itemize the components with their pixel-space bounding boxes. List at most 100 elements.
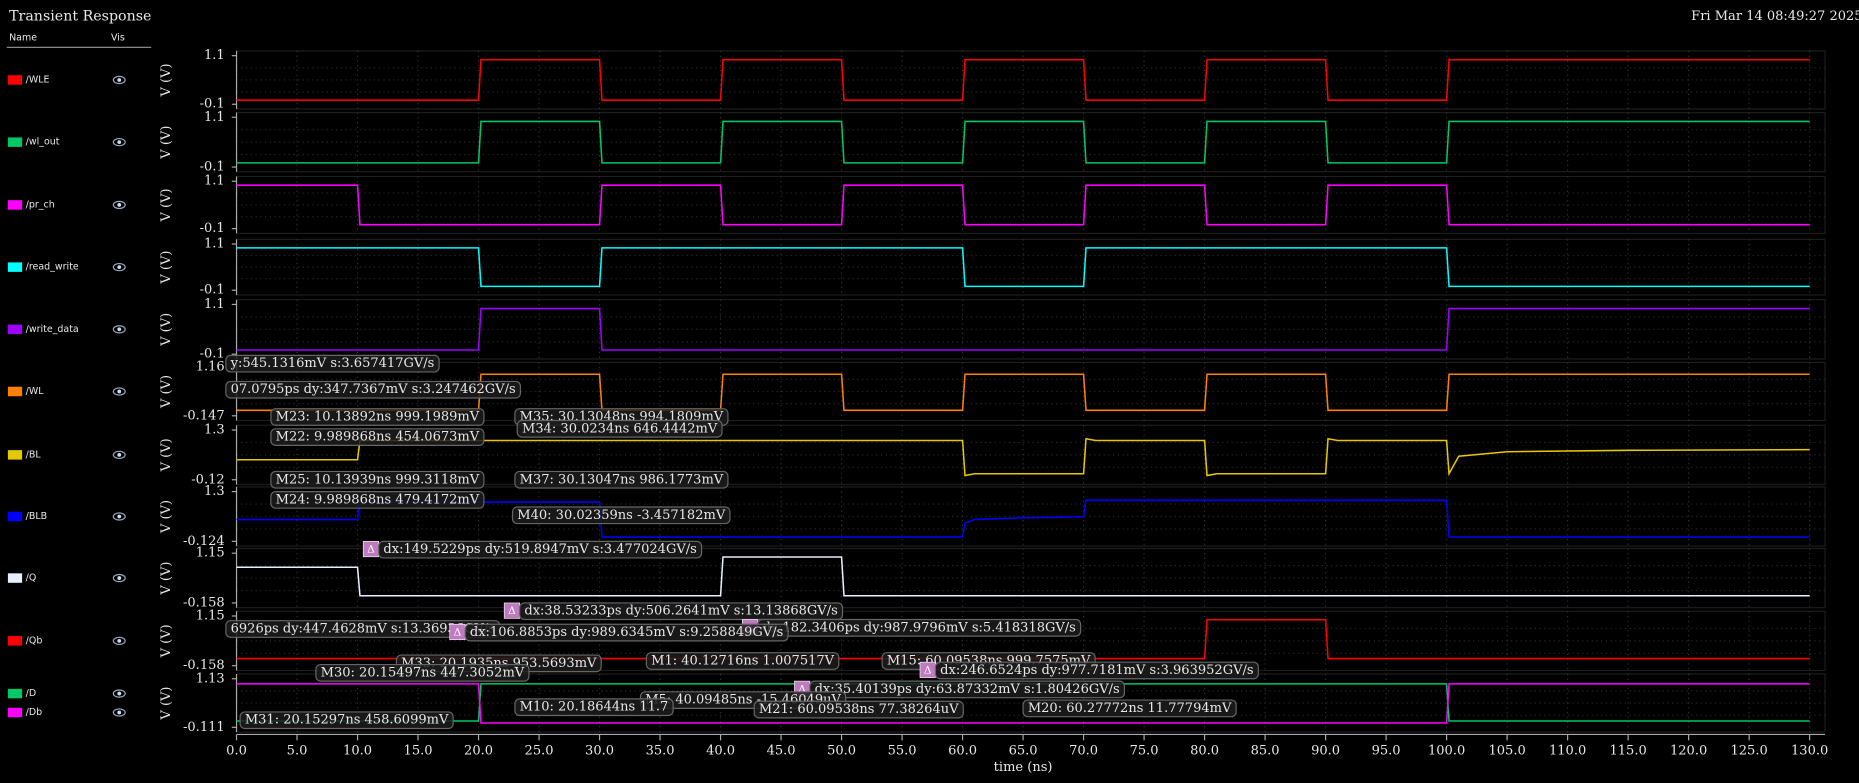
plot-area [235,50,1826,110]
y-tick-label: -0.1 [200,283,225,298]
legend-label: /pr_ch [26,199,55,210]
legend-swatch [7,450,23,460]
annotation-box [511,506,731,525]
y-tick-label: -0.158 [183,595,225,610]
legend-label: /write_data [26,324,79,335]
annotation-text: dx:38.53233ps dy:506.2641mV s:13.13868GV… [524,604,838,619]
y-tick-label: -0.111 [183,720,225,735]
legend-swatch [7,324,23,335]
x-tick-label: 55.0 [888,744,917,759]
y-tick-label: 1.1 [204,297,225,312]
annotation-text: M22: 9.989868ns 454.0673mV [276,430,480,445]
annotation-box [239,711,454,730]
x-tick-label: 70.0 [1069,744,1098,759]
waveform [236,247,1810,288]
waveform [236,120,1810,164]
annotation-text: y:545.1316mV s:3.657417GV/s [230,356,435,371]
marker-annotation: M24: 9.989868ns 479.4172mV [270,491,485,509]
x-axis-label: time (ns) [994,760,1053,775]
legend-label: /Qb [26,635,43,646]
waveform [236,683,1810,724]
marker-annotation: M1: 40.12716ns 1.007517V [645,652,840,670]
waveform [236,373,1810,412]
annotation-box [1022,699,1237,718]
visibility-icon [117,78,122,82]
visibility-icon [117,452,122,457]
legend-swatch [7,75,23,85]
annotation-text: M10: 20.18644ns 11.7 [520,700,669,715]
y-tick-label: -0.1 [200,221,225,236]
y-tick-label: 1.16 [196,360,225,375]
y-tick-label: -0.147 [183,408,225,423]
visibility-icon [112,708,126,717]
annotation-box [514,470,729,489]
x-tick-label: 10.0 [343,744,372,759]
marker-annotation: M20: 60.27772ns 11.77794mV [1022,699,1237,718]
annotation-text: M40: 30.02359ns -3.457182mV [517,508,726,523]
annotation-text: 07.0795ps dy:347.7367mV s:3.247462GV/s [231,382,516,397]
marker-annotation: Δdx:182.3406ps dy:987.9796mV s:5.418318G… [741,618,1082,637]
annotation-text: dx:35.40139ps dy:63.87332mV s:1.80426GV/… [815,682,1120,697]
marker-annotation: M22: 9.989868ns 454.0673mV [270,428,485,446]
x-tick-label: 95.0 [1372,744,1401,759]
x-tick-label: 25.0 [525,744,554,759]
visibility-icon [112,573,126,583]
x-tick-label: 105.0 [1488,744,1525,759]
x-tick-label: 15.0 [404,744,433,759]
annotation-text: dx:106.8853ps dy:989.6345mV s:9.258849GV… [470,625,784,640]
y-tick-label: -0.1 [200,347,225,362]
annotation-box [464,623,789,642]
y-tick-label: -0.124 [183,534,225,549]
annotation-box [514,698,674,717]
x-tick-label: 120.0 [1670,744,1707,759]
annotation-text: 6926ps dy:447.4628mV s:13.36936GV/s [231,622,496,637]
visibility-icon [112,450,126,460]
y-axis-label: V (V) [159,686,174,720]
annotation-text: M25: 10.13939ns 999.3118mV [276,472,480,487]
y-axis-label: V (V) [159,438,174,472]
visibility-icon [112,325,126,334]
x-tick-label: 100.0 [1428,744,1465,759]
marker-annotation: M21: 60.09538ns 77.38264uV [753,700,964,719]
y-tick-label: 1.3 [204,484,225,499]
visibility-icon [117,691,122,696]
annotation-box [225,354,440,373]
x-tick-label: 130.0 [1791,744,1828,759]
y-axis-label: V (V) [159,188,174,222]
annotation-text: M30: 20.15497ns 447.3052mV [321,665,525,680]
annotation-box [270,491,485,509]
legend-swatch [7,200,23,210]
annotation-text: M37: 30.13047ns 986.1773mV [520,472,724,487]
annotation-box [809,680,1126,699]
y-tick-label: -0.158 [183,658,225,673]
x-tick-label: 125.0 [1730,744,1767,759]
visibility-icon [112,75,126,85]
y-axis-label: V (V) [159,375,174,409]
y-tick-label: 1.1 [204,237,225,252]
legend-label: /WLE [26,74,50,85]
x-tick-label: 110.0 [1549,744,1586,759]
x-tick-label: 30.0 [585,744,614,759]
legend-label: /BL [26,449,42,460]
legend-swatch [7,688,23,699]
legend-swatch [7,511,23,522]
annotation-text: M23: 10.13892ns 999.1989mV [276,409,480,424]
y-tick-label: 1.15 [196,546,225,561]
y-axis-label: V (V) [159,63,174,97]
y-tick-label: -0.1 [200,160,225,175]
annotation-text: M31: 20.15297ns 458.6099mV [245,713,449,728]
legend-label: /Db [26,707,43,718]
marker-annotation: M31: 20.15297ns 458.6099mV [239,711,454,730]
column-header: Vis [111,32,125,43]
column-header: Name [9,32,37,43]
y-axis-label: V (V) [159,251,174,285]
legend-label: /read_write [26,262,79,273]
legend-swatch [7,137,23,147]
visibility-icon [112,387,126,396]
annotation-text: M21: 60.09538ns 77.38264uV [759,702,959,717]
legend-swatch [7,573,23,583]
marker-annotation: 6926ps dy:447.4628mV s:13.36936GV/s [225,620,501,638]
